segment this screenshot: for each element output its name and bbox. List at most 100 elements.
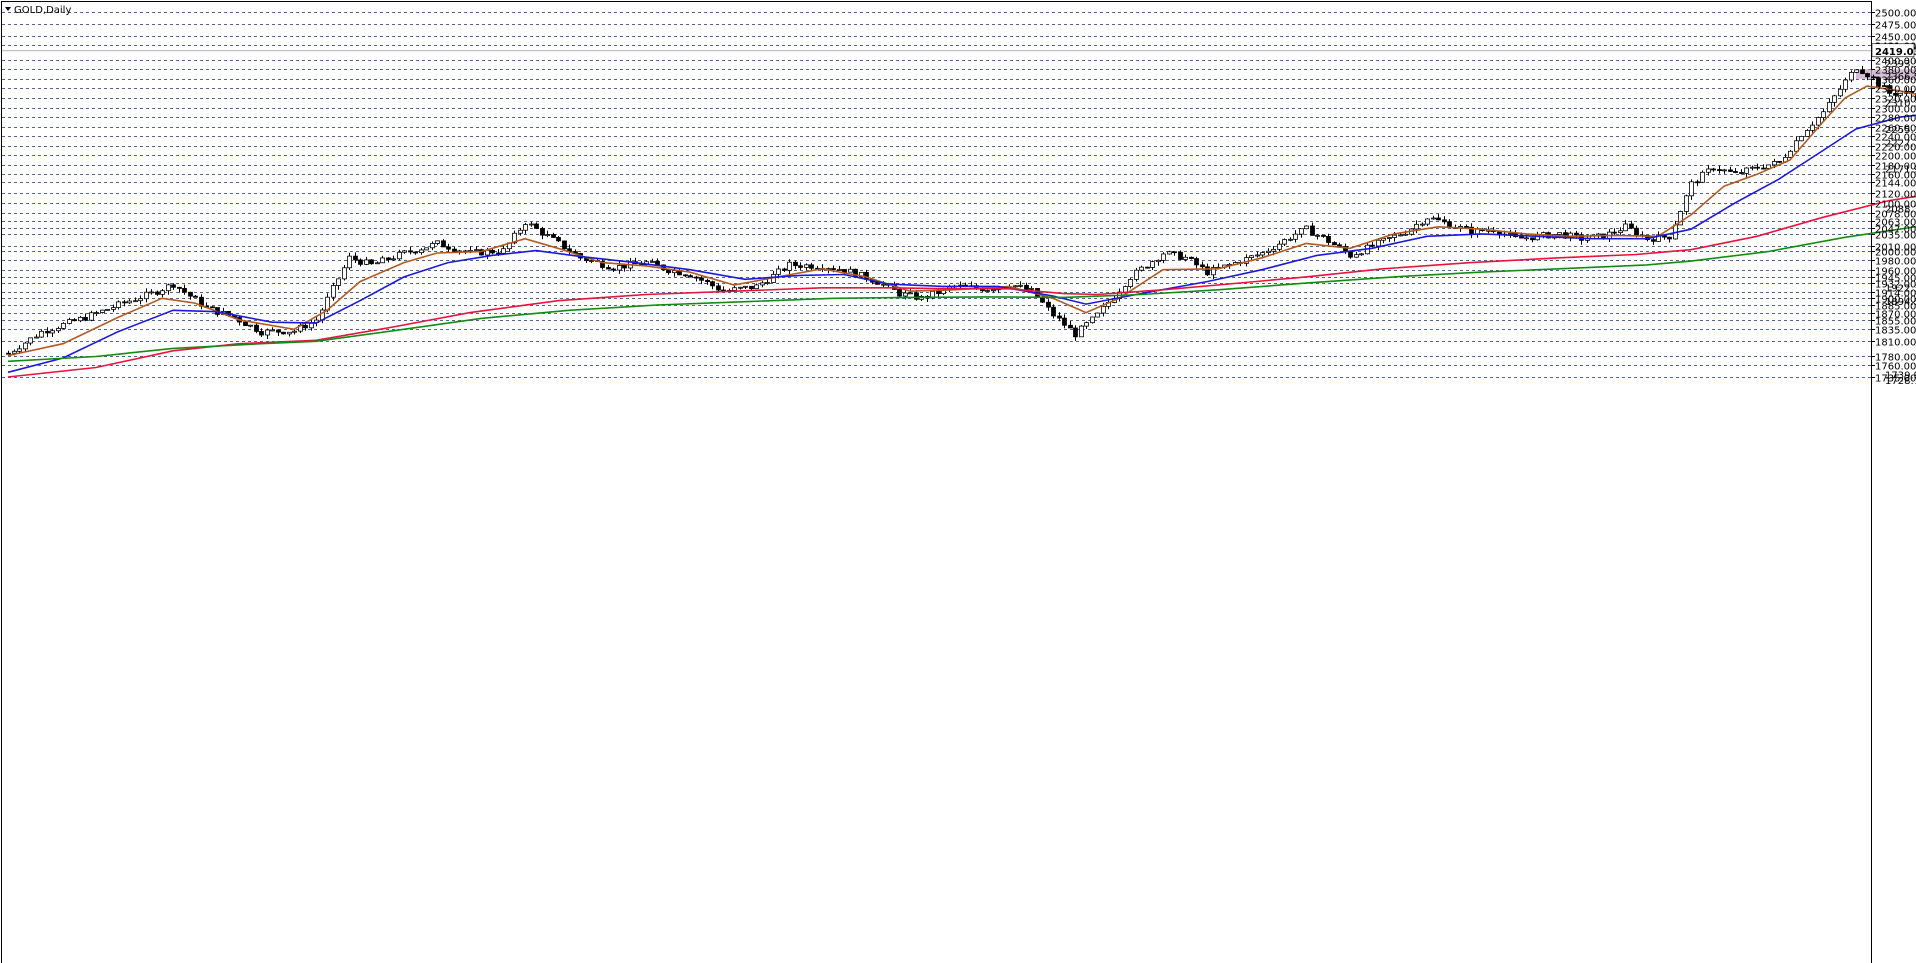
candle-body: [1315, 234, 1320, 237]
price-tick-label: 2160.00: [1875, 171, 1916, 182]
candle-body: [1728, 169, 1733, 172]
candle-body: [1282, 239, 1287, 245]
candle-body: [364, 259, 369, 265]
candle-body: [1629, 223, 1634, 229]
candle-body: [375, 262, 380, 265]
candle-body: [1293, 233, 1298, 240]
price-tick-label: 2220.00: [1875, 143, 1916, 154]
price-tick-label: 2475.00: [1875, 21, 1916, 32]
candle-body: [1827, 101, 1832, 113]
candle-body: [1849, 71, 1854, 81]
candle-body: [408, 250, 413, 253]
candle-body: [1744, 167, 1749, 174]
candle-body: [732, 287, 737, 291]
candle-body: [1101, 305, 1106, 314]
candle-body: [1051, 306, 1056, 317]
candle-body: [380, 257, 385, 264]
candle-body: [105, 309, 110, 311]
chart-title: GOLD,Daily: [5, 5, 71, 16]
candle-body: [1387, 237, 1392, 239]
candle-body: [100, 309, 105, 313]
candle-body: [903, 292, 908, 297]
chart-title-text: GOLD,Daily: [14, 5, 71, 16]
candle-body: [765, 282, 770, 284]
candle-body: [1348, 251, 1353, 258]
candle-body: [683, 274, 688, 277]
candle-body: [787, 261, 792, 271]
candle-body: [1139, 266, 1144, 271]
candle-body: [529, 223, 534, 226]
candle-body: [1194, 258, 1199, 266]
candle-body: [738, 286, 743, 289]
candle-body: [1304, 225, 1309, 230]
candle-body: [666, 269, 671, 274]
candle-body: [617, 265, 622, 271]
candle-body: [1684, 195, 1689, 212]
candle-body: [1134, 269, 1139, 280]
candle-body: [1519, 236, 1524, 239]
candle-body: [188, 291, 193, 297]
candle-body: [12, 350, 17, 354]
price-tick-label: 2047.00: [1875, 225, 1916, 236]
ema-line-1: [7, 85, 1916, 357]
candle-body: [67, 319, 72, 324]
candle-body: [710, 281, 715, 287]
candle-body: [716, 285, 721, 291]
candle-body: [699, 277, 704, 281]
candle-body: [798, 265, 803, 268]
candle-body: [881, 283, 886, 286]
price-tick-label: 2340.00: [1875, 85, 1916, 96]
candle-body: [622, 265, 627, 269]
candle-body: [908, 292, 913, 295]
resistance-zone: [1856, 69, 1916, 79]
price-secondary-label: 2310.30: [1885, 99, 1916, 110]
candle-body: [1018, 284, 1023, 287]
candle-body: [1425, 218, 1430, 225]
candle-body: [1370, 244, 1375, 247]
candle-body: [254, 324, 259, 332]
candle-body: [1128, 279, 1133, 287]
candle-body: [430, 243, 435, 249]
candle-body: [276, 329, 281, 333]
price-secondary-label: 2171.90: [1885, 165, 1916, 176]
ema-line-2: [7, 114, 1916, 374]
candle-body: [342, 267, 347, 280]
candle-body: [749, 285, 754, 290]
price-tick-label: 2240.00: [1875, 133, 1916, 144]
candle-body: [435, 240, 440, 244]
price-tick-label: 1780.00: [1875, 353, 1916, 364]
candle-body: [1678, 211, 1683, 226]
candle-body: [1200, 264, 1205, 268]
candle-body: [193, 295, 198, 298]
candle-body: [1321, 234, 1326, 237]
candle-body: [1656, 234, 1661, 242]
candle-body: [501, 248, 506, 254]
candle-body: [1772, 160, 1777, 166]
candle-body: [1755, 166, 1760, 169]
candle-body: [804, 264, 809, 268]
candle-body: [859, 271, 864, 278]
candle-body: [782, 268, 787, 271]
candle-body: [1123, 286, 1128, 293]
candle-body: [1854, 69, 1859, 73]
candle-body: [353, 255, 358, 261]
collapse-triangle-icon[interactable]: [5, 7, 11, 11]
candle-body: [243, 321, 248, 326]
price-tick-label: 2300.00: [1875, 105, 1916, 116]
candle-body: [160, 290, 165, 295]
price-tick-label: 2400.00: [1875, 57, 1916, 68]
candle-body: [45, 330, 50, 334]
candle-body: [1178, 251, 1183, 260]
candle-body: [1277, 243, 1282, 250]
candle-body: [89, 312, 94, 321]
candle-body: [1898, 92, 1903, 96]
ema-line-3: [7, 195, 1916, 378]
candle-body: [1354, 254, 1359, 258]
price-tick-label: 1900.00: [1875, 295, 1916, 306]
candle-body: [650, 260, 655, 263]
price-tick-label: 2360.00: [1875, 76, 1916, 87]
candle-body: [1634, 227, 1639, 236]
candle-body: [1332, 242, 1337, 246]
price-tick-label: 1855.00: [1875, 317, 1916, 328]
candle-body: [397, 251, 402, 260]
